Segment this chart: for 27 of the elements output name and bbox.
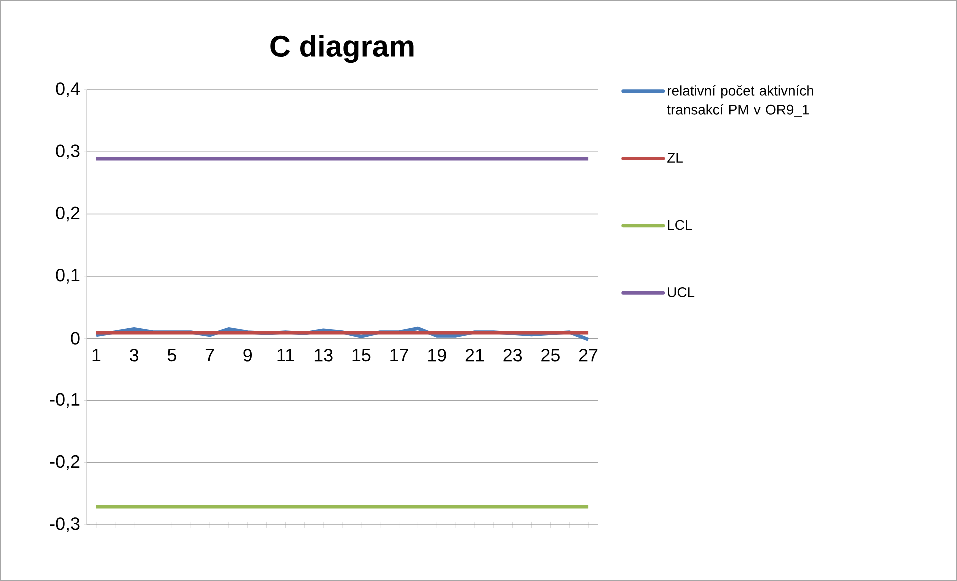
x-tick-label: 25	[542, 349, 560, 362]
x-tick-label: 23	[504, 349, 522, 362]
y-tick-label: 0,4	[56, 82, 80, 98]
y-tick-label: 0,3	[56, 144, 80, 160]
x-tick-label: 3	[130, 349, 139, 362]
legend-label: ZL	[668, 153, 683, 163]
legend-label: relativní počet aktivních transakcí PM v OR9_1	[667, 85, 814, 118]
x-tick-label: 27	[579, 349, 598, 362]
y-tick-label: -0,1	[50, 393, 80, 408]
x-tick-label: 5	[168, 349, 176, 362]
x-tick-label: 15	[352, 349, 371, 362]
legend-label: LCL	[668, 220, 692, 230]
legend-label: UCL	[668, 288, 695, 298]
x-tick-label: 11	[278, 349, 294, 362]
x-tick-label: 19	[428, 349, 446, 362]
x-tick-label: 13	[314, 349, 333, 362]
x-tick-label: 9	[244, 349, 252, 362]
y-tick-label: 0	[71, 332, 80, 345]
x-tick-label: 1	[92, 349, 101, 362]
x-tick-label: 17	[390, 349, 408, 362]
x-tick-label: 7	[206, 349, 214, 362]
y-tick-label: 0,1	[56, 269, 80, 284]
x-tick-label: 21	[466, 349, 484, 362]
y-tick-label: -0,2	[50, 455, 80, 470]
y-tick-label: -0,3	[50, 518, 80, 532]
y-tick-label: 0,2	[56, 206, 80, 222]
chart-title: C diagram	[270, 35, 414, 64]
